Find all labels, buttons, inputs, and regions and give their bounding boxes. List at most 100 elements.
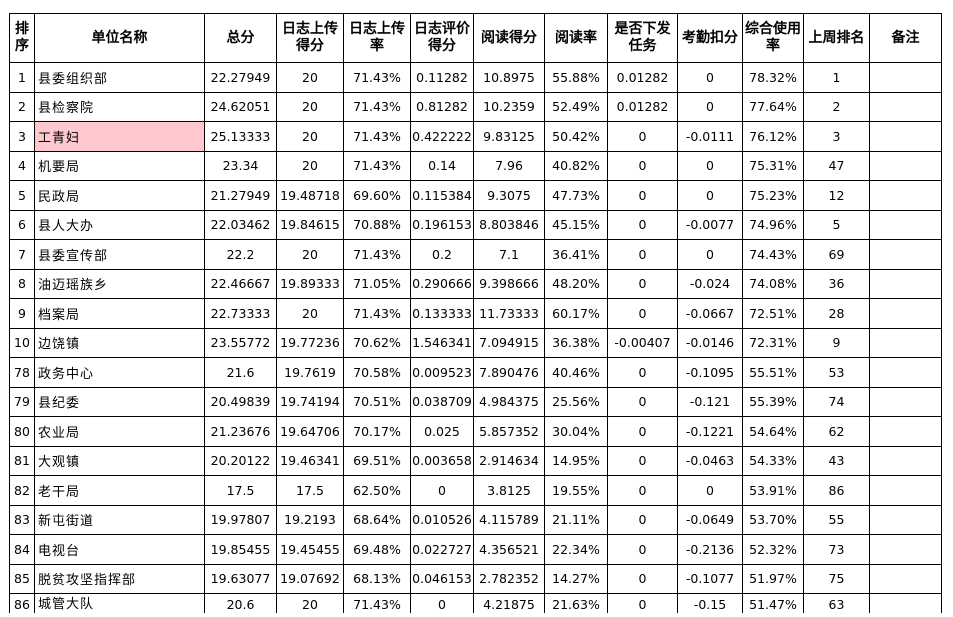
cell-total-score[interactable]: 25.13333	[204, 121, 277, 152]
header-remarks[interactable]: 备注	[869, 13, 942, 63]
cell-remarks[interactable]	[869, 357, 942, 388]
cell-reading-score[interactable]: 7.094915	[473, 327, 545, 358]
cell-last-week-rank[interactable]: 2	[803, 91, 870, 122]
cell-attendance-deduction[interactable]: -0.0649	[677, 504, 743, 535]
cell-overall-usage-rate[interactable]: 54.64%	[742, 416, 804, 447]
header-attendance-deduction[interactable]: 考勤扣分	[677, 13, 743, 63]
cell-remarks[interactable]	[869, 298, 942, 329]
header-log-review-score[interactable]: 日志评价得分	[410, 13, 474, 63]
cell-total-score[interactable]: 20.49839	[204, 386, 277, 417]
header-unit-name[interactable]: 单位名称	[34, 13, 205, 63]
cell-reading-score[interactable]: 7.96	[473, 150, 545, 181]
cell-unit-name[interactable]: 档案局	[34, 298, 205, 329]
cell-remarks[interactable]	[869, 563, 942, 594]
cell-log-upload-rate[interactable]: 62.50%	[343, 475, 411, 506]
cell-log-upload-rate[interactable]: 71.43%	[343, 62, 411, 93]
cell-task-issued[interactable]: 0	[607, 504, 678, 535]
cell-log-upload-rate[interactable]: 71.43%	[343, 239, 411, 270]
cell-reading-rate[interactable]: 25.56%	[544, 386, 608, 417]
cell-task-issued[interactable]: 0.01282	[607, 91, 678, 122]
cell-reading-score[interactable]: 10.8975	[473, 62, 545, 93]
cell-overall-usage-rate[interactable]: 72.31%	[742, 327, 804, 358]
cell-log-upload-score[interactable]: 20	[276, 150, 344, 181]
cell-rank[interactable]: 10	[9, 327, 35, 358]
cell-log-upload-score[interactable]: 19.7619	[276, 357, 344, 388]
cell-last-week-rank[interactable]: 1	[803, 62, 870, 93]
cell-last-week-rank[interactable]: 3	[803, 121, 870, 152]
cell-log-upload-score[interactable]: 17.5	[276, 475, 344, 506]
cell-last-week-rank[interactable]: 47	[803, 150, 870, 181]
cell-attendance-deduction[interactable]: -0.0667	[677, 298, 743, 329]
cell-attendance-deduction[interactable]: -0.1095	[677, 357, 743, 388]
cell-attendance-deduction[interactable]: -0.024	[677, 268, 743, 299]
cell-last-week-rank[interactable]: 28	[803, 298, 870, 329]
cell-log-upload-score[interactable]: 20	[276, 62, 344, 93]
cell-last-week-rank[interactable]: 69	[803, 239, 870, 270]
cell-log-review-score[interactable]: 0	[410, 475, 474, 506]
cell-attendance-deduction[interactable]: 0	[677, 62, 743, 93]
cell-total-score[interactable]: 22.46667	[204, 268, 277, 299]
cell-reading-rate[interactable]: 14.95%	[544, 445, 608, 476]
cell-rank[interactable]: 5	[9, 180, 35, 211]
cell-unit-name[interactable]: 新屯街道	[34, 504, 205, 535]
cell-overall-usage-rate[interactable]: 75.23%	[742, 180, 804, 211]
cell-attendance-deduction[interactable]: -0.1221	[677, 416, 743, 447]
cell-remarks[interactable]	[869, 268, 942, 299]
cell-unit-name[interactable]: 大观镇	[34, 445, 205, 476]
cell-last-week-rank[interactable]: 12	[803, 180, 870, 211]
cell-rank[interactable]: 9	[9, 298, 35, 329]
cell-attendance-deduction[interactable]: -0.2136	[677, 534, 743, 565]
cell-unit-name[interactable]: 油迈瑶族乡	[34, 268, 205, 299]
cell-remarks[interactable]	[869, 180, 942, 211]
cell-reading-rate[interactable]: 50.42%	[544, 121, 608, 152]
header-log-upload-score[interactable]: 日志上传得分	[276, 13, 344, 63]
cell-last-week-rank[interactable]: 43	[803, 445, 870, 476]
cell-reading-score[interactable]: 2.782352	[473, 563, 545, 594]
cell-task-issued[interactable]: 0	[607, 357, 678, 388]
cell-log-upload-rate[interactable]: 71.43%	[343, 91, 411, 122]
cell-task-issued[interactable]: 0	[607, 121, 678, 152]
cell-task-issued[interactable]: 0	[607, 534, 678, 565]
cell-reading-score[interactable]: 7.1	[473, 239, 545, 270]
cell-reading-score[interactable]: 9.3075	[473, 180, 545, 211]
cell-log-upload-score[interactable]: 19.48718	[276, 180, 344, 211]
cell-task-issued[interactable]: 0	[607, 150, 678, 181]
cell-rank[interactable]: 79	[9, 386, 35, 417]
cell-last-week-rank[interactable]: 53	[803, 357, 870, 388]
cell-remarks[interactable]	[869, 504, 942, 535]
cell-log-upload-score[interactable]: 19.46341	[276, 445, 344, 476]
cell-reading-score[interactable]: 11.73333	[473, 298, 545, 329]
cell-rank[interactable]: 7	[9, 239, 35, 270]
cell-log-upload-rate[interactable]: 70.58%	[343, 357, 411, 388]
cell-overall-usage-rate[interactable]: 75.31%	[742, 150, 804, 181]
cell-total-score[interactable]: 22.03462	[204, 209, 277, 240]
cell-last-week-rank[interactable]: 74	[803, 386, 870, 417]
cell-last-week-rank[interactable]: 86	[803, 475, 870, 506]
cell-log-upload-rate[interactable]: 68.64%	[343, 504, 411, 535]
cell-remarks[interactable]	[869, 91, 942, 122]
cell-overall-usage-rate[interactable]: 74.43%	[742, 239, 804, 270]
cell-log-upload-score[interactable]: 19.64706	[276, 416, 344, 447]
cell-unit-name[interactable]: 县纪委	[34, 386, 205, 417]
header-reading-rate[interactable]: 阅读率	[544, 13, 608, 63]
cell-log-upload-rate[interactable]: 71.05%	[343, 268, 411, 299]
cell-log-upload-score[interactable]: 20	[276, 91, 344, 122]
cell-rank[interactable]: 6	[9, 209, 35, 240]
cell-last-week-rank[interactable]: 9	[803, 327, 870, 358]
cell-unit-name[interactable]: 县人大办	[34, 209, 205, 240]
cell-total-score[interactable]: 24.62051	[204, 91, 277, 122]
cell-task-issued[interactable]: 0	[607, 298, 678, 329]
cell-log-upload-score[interactable]: 19.07692	[276, 563, 344, 594]
cell-log-upload-score[interactable]: 20	[276, 298, 344, 329]
cell-log-upload-score[interactable]: 20	[276, 121, 344, 152]
cell-task-issued[interactable]: 0	[607, 475, 678, 506]
cell-reading-rate[interactable]: 30.04%	[544, 416, 608, 447]
cell-attendance-deduction[interactable]: -0.121	[677, 386, 743, 417]
cell-last-week-rank[interactable]: 55	[803, 504, 870, 535]
cell-last-week-rank[interactable]: 62	[803, 416, 870, 447]
cell-task-issued[interactable]: 0	[607, 180, 678, 211]
cell-unit-name[interactable]: 老干局	[34, 475, 205, 506]
cell-total-score[interactable]: 23.55772	[204, 327, 277, 358]
cell-reading-rate[interactable]: 45.15%	[544, 209, 608, 240]
cell-attendance-deduction[interactable]: -0.0463	[677, 445, 743, 476]
